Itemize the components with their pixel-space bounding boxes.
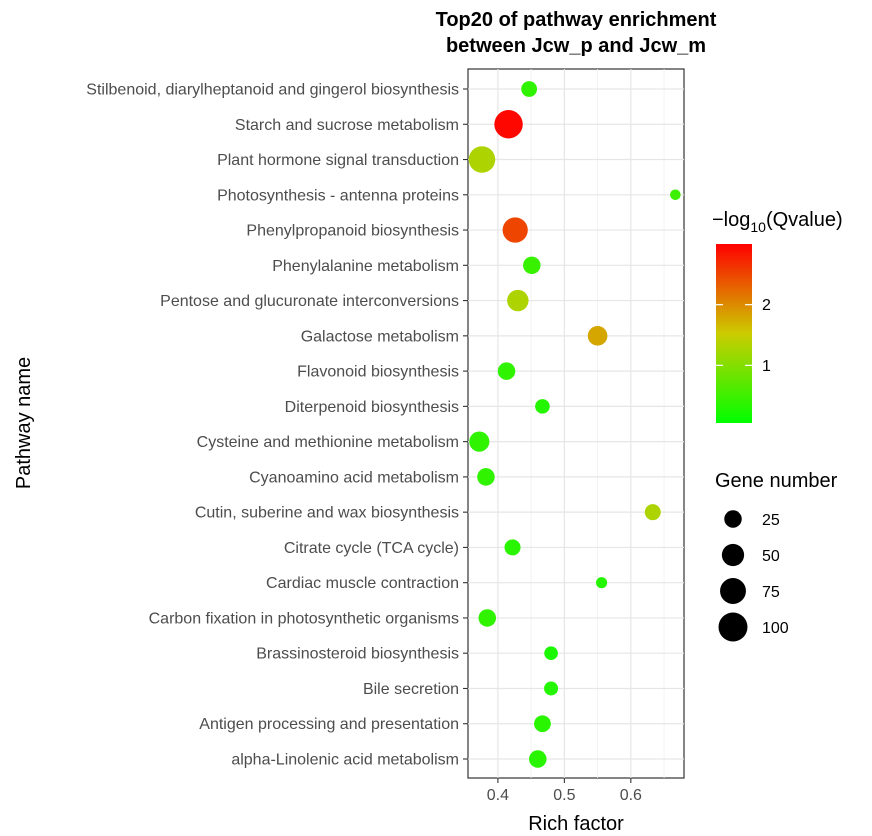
size-legend-label: 100 [762, 620, 789, 637]
size-legend-dot [724, 510, 742, 528]
size-legend-label: 50 [762, 548, 780, 565]
y-tick-label: Phenylpropanoid biosynthesis [246, 223, 459, 240]
y-axis-ticks: alpha-Linolenic acid metabolism Antigen p… [86, 82, 468, 769]
y-tick-label: alpha-Linolenic acid metabolism [231, 752, 459, 769]
size-legend-dot [720, 578, 746, 604]
y-tick-label: Galactose metabolism [301, 328, 459, 345]
y-tick-label: Starch and sucrose metabolism [235, 117, 459, 134]
data-point [670, 189, 681, 201]
y-tick-label: Plant hormone signal transduction [217, 152, 459, 169]
data-point [523, 256, 541, 275]
y-tick-label: Cyanoamino acid metabolism [249, 469, 459, 486]
color-legend-ticks: 12 [716, 297, 771, 375]
x-tick-label: 0.5 [553, 787, 575, 804]
chart-title-line-1: Top20 of pathway enrichment [436, 9, 717, 31]
y-tick-label: Carbon fixation in photosynthetic organi… [149, 610, 459, 627]
x-axis-ticks: 0.4 0.5 0.6 [487, 778, 642, 804]
x-tick-label: 0.6 [620, 787, 642, 804]
data-point [534, 715, 551, 733]
y-tick-label: Cardiac muscle contraction [266, 575, 459, 592]
y-tick-label: Bile secretion [363, 681, 459, 698]
data-point [504, 539, 521, 556]
data-point [544, 681, 559, 696]
color-legend-bar [716, 244, 752, 423]
y-tick-label: Citrate cycle (TCA cycle) [284, 540, 459, 557]
y-tick-label: Stilbenoid, diarylheptanoid and gingerol… [86, 82, 459, 99]
y-tick-label: Phenylalanine metabolism [272, 258, 459, 275]
y-tick-label: Brassinosteroid biosynthesis [256, 646, 459, 663]
data-point [468, 146, 496, 173]
data-point [494, 110, 523, 139]
size-legend-items: 25 50 75 100 [718, 510, 789, 642]
color-legend-title-prefix: −log [712, 209, 750, 231]
y-tick-label: Flavonoid biosynthesis [297, 364, 459, 381]
color-legend-title-sub: 10 [750, 219, 766, 235]
color-legend-title: −log10(Qvalue) [712, 209, 843, 235]
colorbar-tick-label: 2 [762, 297, 771, 314]
y-tick-label: Pentose and glucuronate interconversions [160, 293, 459, 310]
y-tick-label: Photosynthesis - antenna proteins [217, 187, 459, 204]
color-legend-title-suffix: (Qvalue) [766, 209, 843, 231]
data-point [502, 217, 528, 243]
y-axis-label: Pathway name [13, 357, 35, 489]
y-tick-label: Antigen processing and presentation [199, 716, 459, 733]
size-legend-dot [721, 543, 745, 567]
data-point [477, 468, 495, 486]
data-point [529, 750, 547, 768]
y-tick-label: Cysteine and methionine metabolism [197, 434, 459, 451]
size-legend-label: 75 [762, 584, 780, 601]
data-point [478, 609, 497, 627]
x-axis-label: Rich factor [528, 813, 624, 835]
data-point [535, 399, 550, 414]
data-point [596, 577, 608, 589]
data-points [468, 81, 681, 768]
data-point [507, 289, 529, 312]
plot-panel [467, 68, 685, 779]
x-tick-label: 0.4 [487, 787, 509, 804]
data-point [521, 81, 538, 97]
data-point [497, 362, 516, 380]
y-tick-label: Cutin, suberine and wax biosynthesis [195, 505, 459, 522]
size-legend-dot [718, 612, 748, 642]
data-point [469, 431, 490, 452]
colorbar-tick-label: 1 [762, 358, 771, 375]
data-point [544, 646, 558, 661]
y-tick-label: Diterpenoid biosynthesis [285, 399, 459, 416]
size-legend-label: 25 [762, 512, 780, 529]
data-point [644, 504, 661, 521]
chart-title-line-2: between Jcw_p and Jcw_m [446, 35, 706, 57]
size-legend-title: Gene number [715, 470, 838, 492]
data-point [587, 326, 608, 346]
